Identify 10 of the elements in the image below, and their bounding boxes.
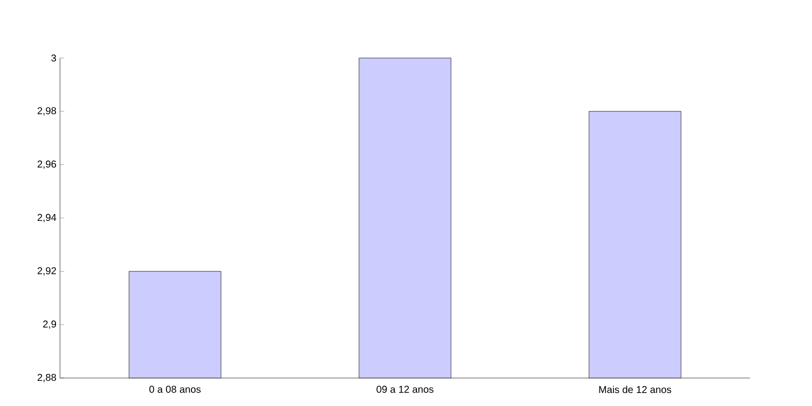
x-tick-label: Mais de 12 anos: [599, 386, 672, 394]
y-tick-label: 2,94: [38, 214, 56, 222]
y-tick-label: 3: [51, 54, 56, 62]
y-tick-label: 2,88: [38, 374, 56, 382]
y-tick-label: 2,96: [38, 160, 56, 169]
x-tick-label: 09 a 12 anos: [376, 386, 434, 393]
x-tick-label: 0 a 08 anos: [149, 386, 201, 393]
y-tick-label: 2,98: [38, 107, 56, 116]
y-tick-label: 2,9: [43, 320, 56, 329]
y-tick-label: 2,92: [38, 267, 56, 276]
